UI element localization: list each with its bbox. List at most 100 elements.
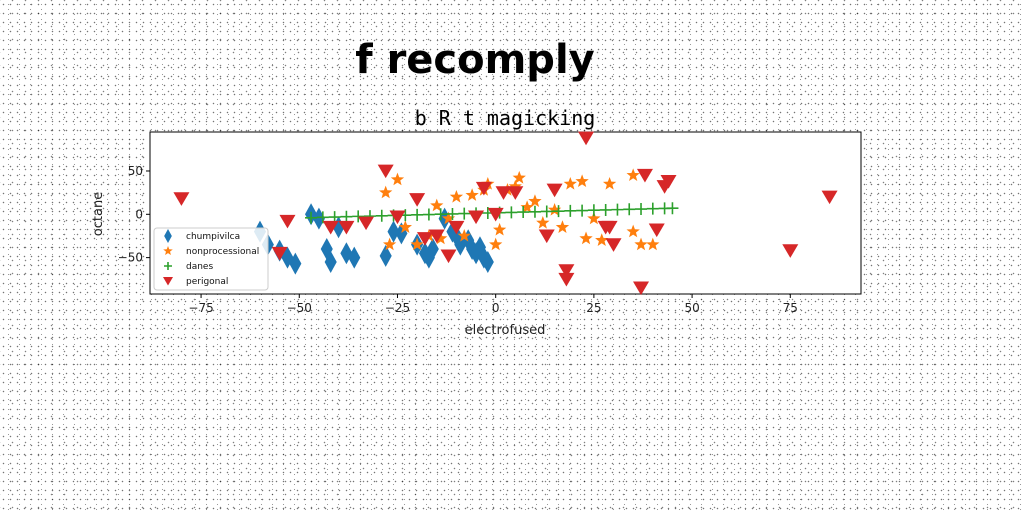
y-axis-label: octane	[91, 192, 106, 236]
point-nonprocessional	[547, 202, 562, 216]
x-tick-label: 0	[492, 301, 500, 315]
point-perigonal	[546, 183, 563, 198]
point-chumpivilca	[422, 246, 435, 269]
chart-title: b R t magicking	[415, 106, 596, 130]
point-danes	[611, 203, 624, 216]
point-chumpivilca	[446, 220, 459, 243]
x-tick-label: −50	[287, 301, 312, 315]
point-nonprocessional	[508, 179, 522, 193]
point-nonprocessional	[587, 211, 601, 225]
x-tick-label: 75	[783, 301, 798, 315]
point-nonprocessional	[382, 237, 397, 251]
legend-marker-perigonal	[163, 277, 173, 286]
point-perigonal	[558, 272, 575, 287]
point-perigonal	[322, 220, 339, 235]
legend-label: chumpivilca	[186, 232, 240, 242]
legend-box	[153, 227, 269, 291]
point-perigonal	[538, 229, 555, 244]
legend: chumpivilca nonprocessional danes perigonal	[153, 227, 269, 291]
point-nonprocessional	[398, 220, 412, 233]
point-nonprocessional	[575, 174, 589, 188]
point-perigonal	[558, 264, 575, 278]
point-perigonal	[409, 193, 426, 207]
point-danes	[540, 205, 553, 218]
legend-item-nonprocessional: nonprocessional	[163, 246, 259, 257]
point-nonprocessional	[520, 200, 534, 214]
point-danes	[411, 208, 424, 221]
x-axis-ticks: −75 −50 −25 0 25 50 75	[188, 294, 798, 315]
point-perigonal	[271, 246, 288, 261]
point-perigonal	[605, 238, 622, 252]
point-nonprocessional	[595, 233, 609, 246]
point-nonprocessional	[602, 176, 617, 190]
point-perigonal	[358, 216, 375, 231]
legend-label: perigonal	[186, 277, 228, 287]
point-nonprocessional	[626, 224, 640, 238]
point-nonprocessional	[434, 231, 448, 245]
x-axis-label: electrofused	[465, 323, 546, 338]
figure-suptitle: f recomply	[355, 37, 594, 83]
point-nonprocessional	[379, 185, 393, 199]
point-chumpivilca	[469, 242, 483, 265]
point-danes	[552, 205, 565, 218]
point-danes	[576, 204, 589, 217]
legend-marker-nonprocessional	[163, 246, 173, 256]
point-perigonal	[636, 168, 653, 183]
point-chumpivilca	[454, 233, 467, 256]
point-perigonal	[821, 190, 838, 205]
point-perigonal	[468, 210, 485, 225]
point-danes	[564, 204, 577, 217]
point-chumpivilca	[289, 252, 302, 275]
point-danes	[305, 211, 318, 224]
point-nonprocessional	[430, 198, 444, 212]
point-perigonal	[633, 281, 650, 296]
point-perigonal	[389, 210, 406, 225]
point-danes	[635, 203, 648, 216]
point-danes	[517, 206, 530, 219]
y-tick-label: 0	[135, 207, 143, 221]
point-chumpivilca	[387, 220, 400, 243]
point-nonprocessional	[390, 172, 405, 186]
point-nonprocessional	[579, 231, 593, 245]
point-nonprocessional	[528, 194, 542, 207]
point-nonprocessional	[626, 168, 640, 181]
x-tick-label: −75	[188, 301, 213, 315]
point-perigonal	[416, 232, 433, 246]
point-nonprocessional	[465, 188, 479, 201]
point-chumpivilca	[379, 244, 392, 267]
point-nonprocessional	[489, 237, 503, 251]
point-perigonal	[495, 186, 512, 200]
point-danes	[316, 211, 329, 224]
point-chumpivilca	[426, 237, 439, 260]
point-danes	[646, 202, 659, 215]
point-perigonal	[660, 174, 677, 189]
y-axis-ticks: −50 0 50	[118, 164, 150, 265]
point-chumpivilca	[348, 246, 361, 269]
point-perigonal	[440, 249, 457, 264]
point-perigonal	[782, 244, 799, 258]
point-danes	[458, 207, 471, 220]
point-perigonal	[428, 229, 445, 244]
point-nonprocessional	[512, 170, 526, 184]
x-tick-label: 25	[586, 301, 601, 315]
point-danes	[434, 208, 447, 221]
point-perigonal	[338, 220, 355, 235]
legend-marker-chumpivilca	[164, 229, 172, 243]
point-nonprocessional	[410, 237, 424, 251]
legend-marker-danes	[164, 262, 172, 270]
series-perigonal	[173, 131, 838, 296]
point-danes	[375, 209, 388, 222]
point-chumpivilca	[320, 237, 333, 260]
point-perigonal	[601, 220, 618, 235]
point-danes	[446, 207, 459, 220]
point-danes	[666, 202, 679, 215]
point-perigonal	[475, 181, 492, 196]
data-markers	[173, 131, 838, 296]
point-chumpivilca	[312, 207, 325, 230]
point-chumpivilca	[477, 246, 490, 269]
x-tick-label: −25	[385, 301, 410, 315]
point-nonprocessional	[555, 220, 570, 233]
x-tick-label: 50	[684, 301, 699, 315]
point-perigonal	[578, 131, 595, 146]
